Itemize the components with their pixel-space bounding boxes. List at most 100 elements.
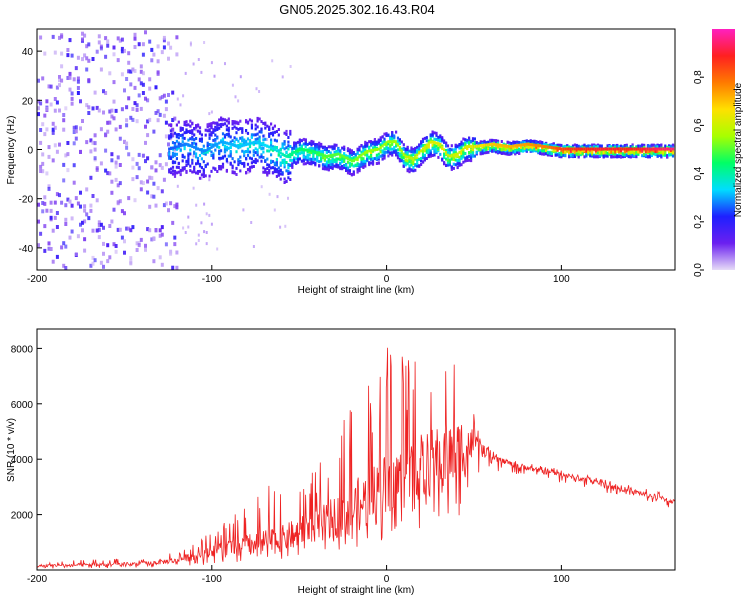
spectrogram-cell	[179, 169, 182, 172]
spectrogram-cell	[546, 145, 550, 149]
spectrogram-cell	[341, 165, 344, 169]
spectrogram-cell	[356, 147, 359, 151]
spectrogram-cell	[320, 152, 323, 156]
spectrogram-cell	[593, 147, 596, 151]
spectrogram-cell	[560, 151, 563, 155]
spectrogram-cell	[339, 162, 342, 166]
spectrogram-cell	[227, 120, 230, 124]
spectrogram-cell	[358, 169, 361, 172]
spectrogram-cell	[206, 144, 209, 148]
spectrogram-cell	[548, 152, 551, 156]
spectrogram-cell	[200, 151, 203, 155]
spectrogram-cell	[208, 128, 211, 132]
spectrogram-cell	[133, 85, 137, 90]
spectrogram-cell	[396, 136, 400, 140]
spectrogram-cell	[302, 155, 305, 159]
spectrogram-cell	[454, 151, 457, 155]
spectrogram-cell	[462, 142, 465, 146]
spectrogram-cell	[135, 119, 139, 124]
spectrogram-cell	[137, 166, 141, 171]
spectrogram-cell	[192, 154, 195, 158]
colorbar-tick-label: 0.4	[693, 166, 704, 180]
spectrogram-cell	[454, 153, 457, 156]
spectrogram-cell	[610, 147, 613, 151]
spectrogram-cell	[164, 107, 168, 112]
spectrogram-cell	[53, 125, 57, 130]
spectrogram-cell	[243, 139, 246, 143]
spectrogram-cell	[495, 143, 498, 147]
spectrogram-cell	[448, 158, 451, 162]
spectrogram-cell	[116, 227, 120, 232]
spectrogram-cell	[216, 170, 219, 173]
spectrogram-cell	[229, 145, 232, 149]
spectrogram-cell	[483, 140, 486, 144]
spectrogram-cell	[437, 135, 440, 139]
spectrogram-cell	[383, 132, 386, 136]
spectrogram-cell	[169, 201, 173, 206]
spectrogram-cell	[616, 149, 619, 153]
spectrogram-cell	[295, 144, 298, 148]
spectrogram-cell	[256, 132, 259, 136]
spectrogram-cell	[433, 131, 436, 135]
spectrogram-cell	[650, 145, 653, 149]
spectrogram-cell	[68, 75, 72, 80]
spectrogram-cell	[458, 155, 461, 159]
spectrogram-cell	[316, 148, 319, 152]
spectrogram-cell	[285, 146, 288, 150]
spectrogram-cell	[496, 139, 500, 143]
spectrogram-cell	[268, 134, 271, 138]
spectrogram-cell	[383, 156, 386, 160]
spectrogram-cell	[252, 165, 255, 168]
spectrogram-cell	[456, 162, 459, 166]
spectrogram-cell	[225, 119, 228, 123]
spectrogram-cell	[521, 143, 525, 147]
spectrogram-cell	[114, 108, 118, 113]
spectrogram-cell	[223, 135, 227, 139]
spectrogram-cell	[312, 157, 315, 161]
spectrogram-cell	[210, 154, 213, 157]
spectrogram-cell	[110, 190, 114, 195]
spectrogram-cell	[260, 120, 263, 124]
spectrogram-cell	[170, 147, 173, 150]
spectrogram-cell	[362, 145, 365, 149]
spectrogram-cell	[512, 148, 515, 152]
spectrogram-cell	[273, 167, 276, 171]
spectrogram-cell	[177, 141, 180, 145]
spectrogram-cell	[146, 98, 150, 103]
spectrogram-cell	[198, 154, 202, 157]
spectrogram-cell	[189, 119, 192, 123]
spectrogram-cell	[135, 248, 139, 252]
spectrogram-cell	[225, 145, 228, 149]
spectrogram-cell	[454, 154, 457, 158]
spectrogram-cell	[391, 147, 394, 151]
spectrogram-cell	[502, 147, 505, 151]
spectrogram-cell	[268, 145, 271, 149]
spectrogram-cell	[254, 123, 257, 127]
spectrogram-cell	[45, 208, 49, 213]
spectrogram-cell	[167, 93, 170, 97]
spectrogram-cell	[91, 140, 95, 145]
spectrogram-cell	[223, 148, 227, 152]
spectrogram-cell	[456, 145, 459, 149]
spectrogram-cell	[144, 247, 147, 252]
spectrogram-cell	[108, 171, 112, 176]
spectrogram-cell	[398, 159, 401, 163]
spectrogram-cell	[93, 133, 97, 138]
spectrogram-cell	[83, 208, 87, 213]
spectrogram-cell	[223, 146, 227, 150]
spectrogram-cell	[327, 168, 330, 172]
spectrogram-cell	[448, 160, 451, 164]
spectrogram-cell	[275, 163, 278, 167]
spectrogram-cell	[262, 143, 265, 146]
spectrogram-cell	[346, 148, 350, 152]
spectrogram-cell	[416, 150, 419, 154]
spectrogram-cell	[129, 259, 133, 264]
spectrogram-cell	[127, 69, 131, 74]
spectrogram-cell	[248, 139, 252, 143]
spectrogram-cell	[47, 246, 51, 251]
spectrogram-cell	[148, 39, 152, 44]
spectrogram-cell	[466, 159, 469, 162]
spectrogram-cell	[483, 148, 486, 152]
spectrogram-cell	[123, 139, 126, 144]
spectrogram-cell	[433, 153, 436, 157]
